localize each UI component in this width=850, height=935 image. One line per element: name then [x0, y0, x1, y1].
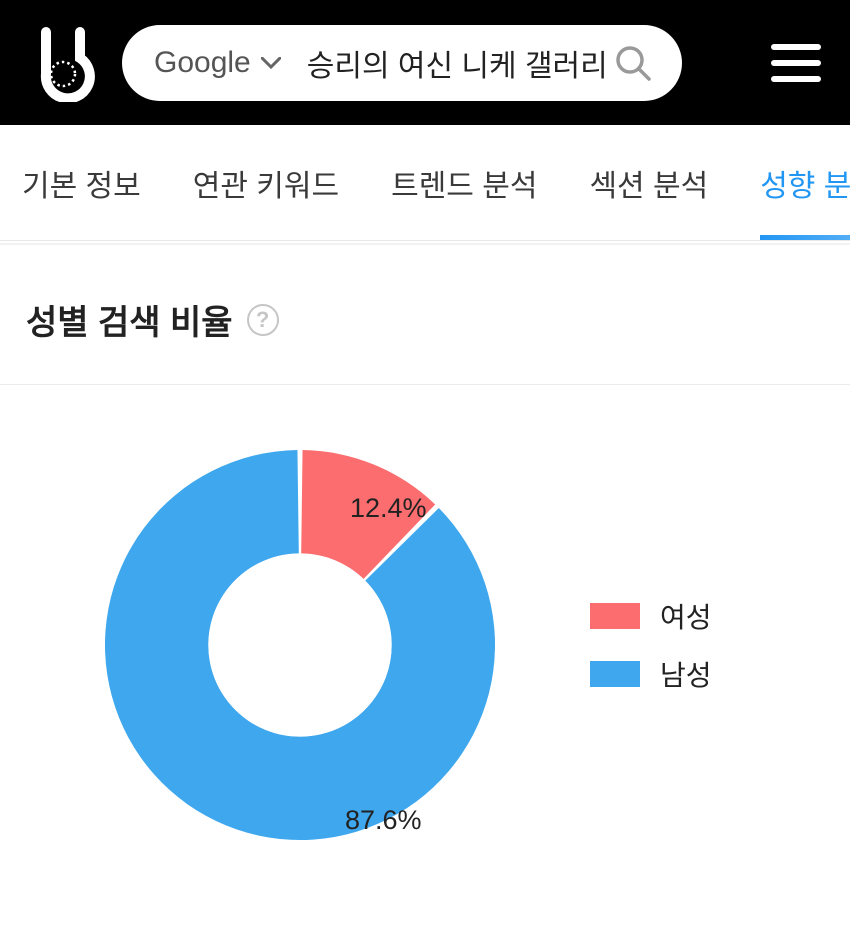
gender-chart-area: 12.4% 87.6% 여성남성: [0, 385, 850, 845]
section-title: 성별 검색 비율 ?: [0, 295, 850, 385]
tab-4[interactable]: 성향 분석: [760, 125, 850, 240]
search-engine-select[interactable]: Google: [154, 46, 281, 80]
legend-item-0: 여성: [590, 596, 712, 636]
main-content: 성별 검색 비율 ? 12.4% 87.6% 여성남성: [0, 243, 850, 845]
help-icon[interactable]: ?: [247, 304, 279, 336]
tab-bar: 기본 정보 연관 키워드 트렌드 분석 섹션 분석 성향 분석: [0, 125, 850, 241]
legend-label: 여성: [660, 596, 712, 636]
menu-button[interactable]: [770, 41, 822, 85]
tab-2[interactable]: 트렌드 분석: [391, 125, 537, 240]
slice-label-male: 87.6%: [345, 805, 422, 836]
search-engine-label: Google: [154, 46, 251, 80]
app-header: Google: [0, 0, 850, 125]
chevron-down-icon: [261, 57, 281, 69]
chart-legend: 여성남성: [590, 578, 712, 712]
tab-3[interactable]: 섹션 분석: [589, 125, 708, 240]
legend-item-1: 남성: [590, 654, 712, 694]
search-input[interactable]: [307, 46, 606, 80]
legend-swatch: [590, 603, 640, 629]
section-title-text: 성별 검색 비율: [26, 295, 233, 344]
tab-0[interactable]: 기본 정보: [22, 125, 141, 240]
search-bar: Google: [122, 25, 682, 101]
donut-chart: 12.4% 87.6%: [100, 445, 500, 845]
legend-label: 남성: [660, 654, 712, 694]
brand-logo[interactable]: [28, 24, 98, 102]
tab-1[interactable]: 연관 키워드: [193, 125, 339, 240]
search-icon[interactable]: [614, 44, 652, 82]
slice-label-female: 12.4%: [350, 493, 427, 524]
legend-swatch: [590, 661, 640, 687]
